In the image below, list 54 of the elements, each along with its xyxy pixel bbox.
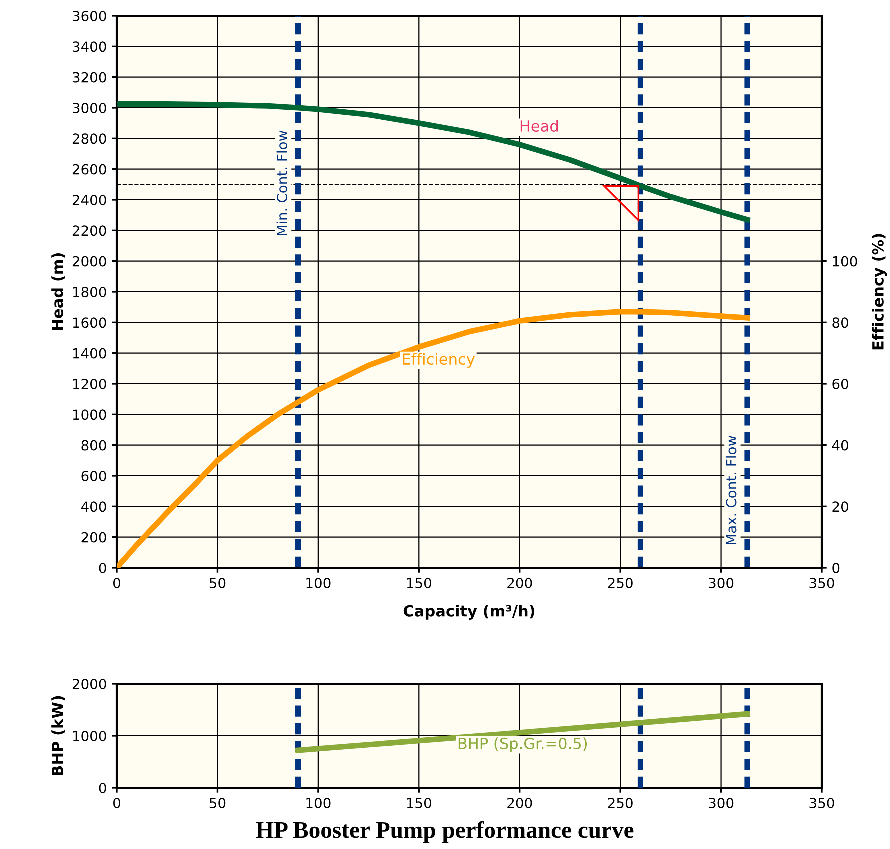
y-tick-label: 2000 (72, 678, 106, 690)
y-tick-label: 1400 (73, 348, 106, 359)
y2-tick-label: 0 (832, 562, 840, 574)
y-tick-label: 0 (99, 782, 106, 794)
series-label: BHP (Sp.Gr.=0.5) (458, 738, 588, 752)
y-axis-title: BHP (kW) (52, 696, 66, 776)
y2-tick-label: 40 (832, 440, 848, 451)
x-tick-label: 100 (306, 578, 331, 588)
y-tick-label: 3200 (72, 72, 106, 83)
x-tick-label: 50 (210, 798, 226, 808)
y-tick-label: 2000 (72, 256, 106, 267)
series-label: Efficiency (403, 353, 475, 368)
ref-line-label: Min. Cont. Flow (276, 130, 288, 236)
x-tick-label: 0 (113, 798, 120, 808)
y-tick-label: 2200 (72, 226, 106, 236)
x-tick-label: 250 (608, 578, 633, 588)
y-tick-label: 3600 (72, 10, 106, 22)
y-tick-label: 3400 (72, 42, 106, 52)
ref-line-label: Max. Cont. Flow (726, 436, 737, 545)
y-tick-label: 2800 (72, 134, 106, 144)
x-tick-label: 350 (810, 798, 834, 808)
series-label: Head (520, 120, 558, 132)
y-tick-label: 1800 (73, 286, 106, 298)
y-tick-label: 1600 (73, 318, 106, 328)
x-tick-label: 150 (407, 578, 432, 588)
y-tick-label: 3000 (72, 102, 106, 114)
y2-tick-label: 60 (832, 378, 848, 390)
x-tick-label: 200 (508, 798, 532, 808)
y2-tick-label: 80 (832, 318, 848, 328)
y-tick-label: 400 (81, 502, 106, 512)
y2-tick-label: 100 (833, 256, 858, 267)
y-tick-label: 2600 (72, 164, 106, 175)
y-tick-label: 1000 (73, 730, 106, 742)
x-axis-title: Capacity (m³/h) (404, 605, 535, 620)
x-tick-label: 200 (508, 578, 532, 588)
y-tick-label: 1200 (73, 378, 106, 390)
x-tick-label: 300 (709, 798, 734, 808)
y-tick-label: 800 (82, 440, 106, 451)
x-tick-label: 300 (709, 578, 734, 588)
y-tick-label: 600 (82, 470, 106, 482)
y-tick-label: 2400 (72, 194, 106, 206)
x-tick-label: 350 (810, 578, 834, 588)
y-tick-label: 200 (82, 532, 106, 543)
x-tick-label: 100 (306, 798, 331, 808)
y-axis-title: Head (m) (52, 254, 66, 330)
x-tick-label: 250 (608, 798, 633, 808)
y2-axis-title: Efficiency (%) (872, 234, 888, 350)
text: HP Booster Pump performance curve (256, 821, 634, 843)
x-tick-label: 0 (113, 578, 120, 588)
y-tick-label: 0 (99, 562, 106, 574)
y-tick-label: 1000 (73, 410, 106, 420)
x-tick-label: 150 (407, 798, 432, 808)
x-tick-label: 50 (210, 578, 226, 588)
y2-tick-label: 20 (832, 502, 848, 512)
